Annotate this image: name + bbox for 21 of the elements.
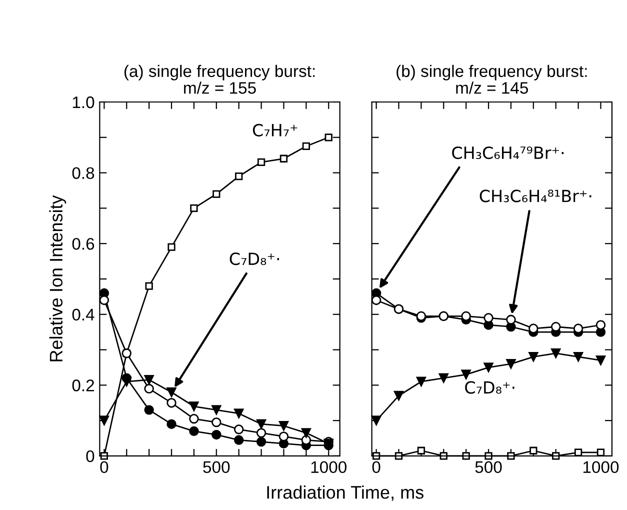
y-tick-label: 0 bbox=[86, 450, 94, 462]
x-tick-label: 500 bbox=[203, 461, 230, 474]
y-axis-title: Relative Ion Intensity bbox=[49, 195, 66, 362]
y-tick-label: 1.0 bbox=[72, 96, 94, 108]
chart-title: (a) single frequency burst: m/z = 155 bbox=[124, 64, 315, 94]
x-tick-label: 0 bbox=[372, 461, 380, 474]
x-tick-label: 1000 bbox=[311, 461, 346, 474]
y-tick-label: 0.2 bbox=[72, 380, 94, 392]
x-tick-label: 0 bbox=[100, 461, 108, 474]
annotation: C₇D₈⁺· bbox=[465, 381, 514, 394]
x-axis-title: Irradiation Time, ms bbox=[267, 486, 424, 501]
chart-title: (b) single frequency burst: m/z = 145 bbox=[396, 64, 587, 94]
y-tick-label: 0.6 bbox=[72, 238, 94, 250]
annotation: C₇D₈⁺· bbox=[230, 252, 280, 266]
annotation: CH₃C₆H₄⁷⁹Br⁺· bbox=[452, 146, 564, 160]
x-tick-label: 1000 bbox=[583, 461, 619, 474]
annotation: C₇H₇⁺ bbox=[252, 124, 298, 136]
annotation: CH₃C₆H₄⁸¹Br⁺· bbox=[480, 190, 592, 202]
y-tick-label: 0.4 bbox=[72, 308, 94, 321]
x-tick-label: 500 bbox=[475, 461, 502, 474]
y-tick-label: 0.8 bbox=[72, 167, 94, 179]
